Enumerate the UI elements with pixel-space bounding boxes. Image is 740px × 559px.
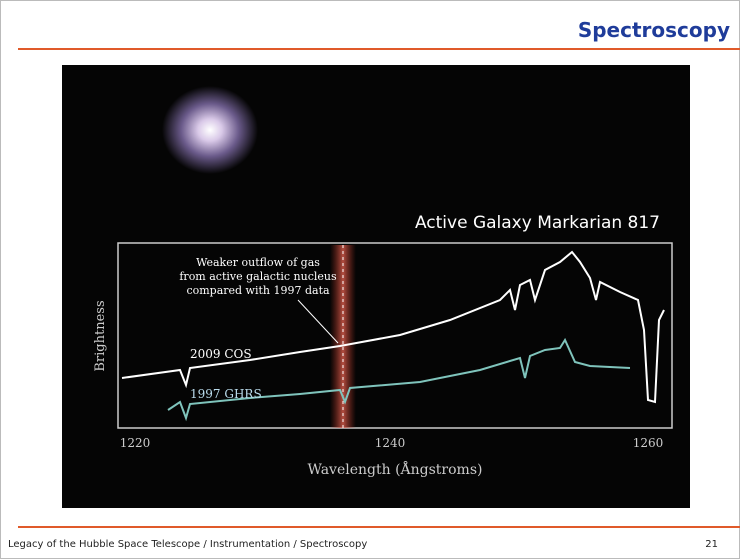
x-tick-label: 1220	[120, 436, 151, 450]
figure-title: Active Galaxy Markarian 817	[415, 213, 660, 233]
page-number: 21	[705, 539, 718, 550]
annotation-arrow	[297, 299, 339, 344]
x-tick-label: 1260	[633, 436, 664, 450]
x-tick-label: 1240	[375, 436, 406, 450]
annotation: from active galactic nucleus	[179, 270, 337, 283]
spectrum-2009	[121, 250, 665, 404]
y-axis-label: Brightness	[93, 300, 108, 371]
series-label: 1997 GHRS	[190, 387, 262, 401]
footer-text: Legacy of the Hubble Space Telescope / I…	[8, 539, 367, 550]
plot-frame	[117, 242, 673, 429]
annotation: Weaker outflow of gas	[196, 256, 320, 269]
x-axis-label: Wavelength (Ångstroms)	[308, 460, 483, 478]
spectrum-1997	[167, 337, 631, 422]
galaxy	[162, 86, 258, 174]
series-label: 2009 COS	[190, 347, 252, 361]
annotation: compared with 1997 data	[186, 284, 330, 297]
slide-title: Spectroscopy	[578, 18, 730, 42]
